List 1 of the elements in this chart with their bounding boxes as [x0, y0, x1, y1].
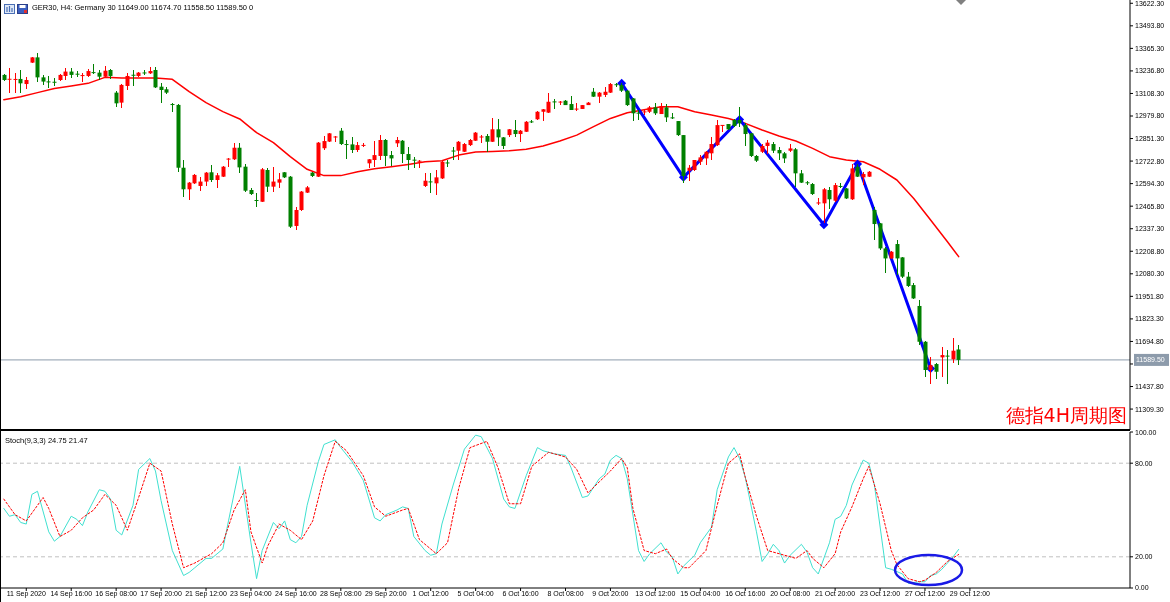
annotation: 德指4H周期图 — [1005, 404, 1127, 426]
